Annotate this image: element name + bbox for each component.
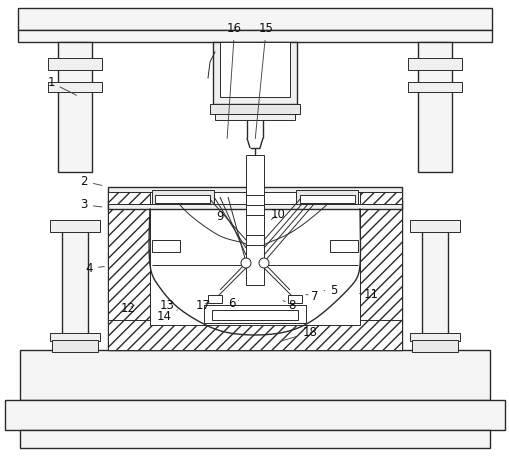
Text: 15: 15 (255, 22, 273, 138)
Text: 1: 1 (47, 76, 76, 95)
Bar (58, 42, 92, 172)
Text: 18: 18 (280, 326, 317, 341)
Bar (409, 333, 459, 341)
Bar (204, 305, 305, 323)
Bar (50, 333, 100, 341)
Bar (417, 42, 451, 172)
Bar (407, 58, 461, 70)
Bar (208, 295, 221, 303)
Text: 8: 8 (282, 299, 295, 312)
Bar (411, 340, 457, 352)
Bar (108, 187, 401, 209)
Circle shape (259, 258, 268, 268)
Text: 10: 10 (270, 208, 285, 221)
Bar (409, 220, 459, 232)
Text: 5: 5 (323, 284, 337, 297)
Bar (213, 42, 296, 104)
Bar (50, 220, 100, 232)
Text: 13: 13 (159, 299, 175, 312)
Bar (108, 200, 150, 350)
Text: 3: 3 (80, 198, 102, 211)
Bar (150, 200, 359, 325)
Bar (359, 192, 401, 204)
Bar (329, 240, 357, 252)
Circle shape (241, 258, 250, 268)
Bar (48, 82, 102, 92)
Bar (52, 340, 98, 352)
Bar (421, 225, 447, 340)
Text: 2: 2 (80, 175, 102, 188)
Bar (20, 430, 489, 448)
Bar (18, 30, 491, 42)
Text: 14: 14 (156, 310, 177, 323)
Text: 12: 12 (121, 302, 136, 315)
Bar (210, 104, 299, 114)
Bar (245, 155, 264, 285)
Bar (359, 200, 401, 350)
Bar (407, 82, 461, 92)
Bar (115, 192, 394, 204)
Text: 7: 7 (305, 290, 318, 303)
Bar (155, 195, 210, 203)
Text: 16: 16 (227, 22, 242, 138)
Bar (288, 295, 301, 303)
Text: 6: 6 (228, 297, 238, 310)
Bar (5, 400, 504, 430)
Text: 9: 9 (216, 210, 229, 223)
Text: 4: 4 (86, 262, 104, 275)
Bar (108, 200, 401, 350)
Bar (212, 310, 297, 320)
Bar (152, 190, 214, 204)
Text: 11: 11 (359, 288, 378, 301)
Bar (152, 240, 180, 252)
Bar (219, 42, 290, 97)
Bar (215, 114, 294, 120)
Bar (108, 320, 401, 350)
Text: 17: 17 (195, 299, 210, 312)
Bar (20, 350, 489, 400)
Bar (108, 192, 150, 204)
Bar (299, 195, 354, 203)
Bar (62, 225, 88, 340)
Bar (48, 58, 102, 70)
Bar (18, 8, 491, 30)
Bar (295, 190, 357, 204)
